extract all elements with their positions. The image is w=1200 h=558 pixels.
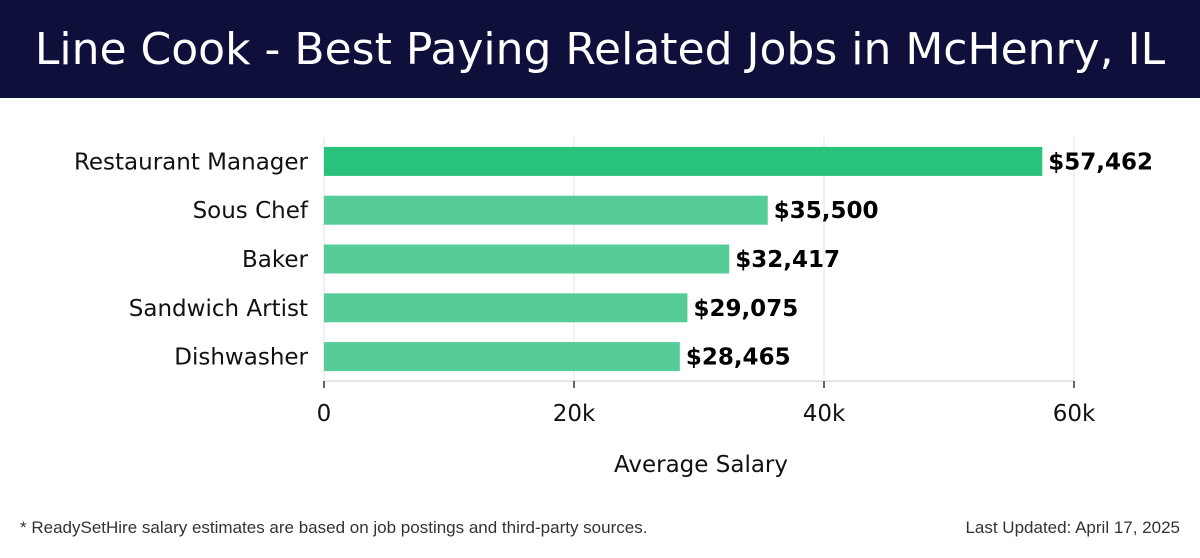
bar bbox=[324, 195, 768, 225]
x-tick-label: 60k bbox=[1053, 401, 1096, 427]
category-label: Sandwich Artist bbox=[129, 296, 308, 322]
last-updated: Last Updated: April 17, 2025 bbox=[965, 518, 1180, 537]
x-tick-label: 40k bbox=[803, 401, 846, 427]
bar bbox=[324, 244, 730, 274]
x-axis-title: Average Salary bbox=[614, 452, 788, 478]
value-label: $57,462 bbox=[1048, 149, 1153, 175]
x-tick-label: 0 bbox=[317, 401, 332, 427]
page-title: Line Cook - Best Paying Related Jobs in … bbox=[34, 23, 1166, 75]
bar bbox=[324, 146, 1043, 176]
category-label: Restaurant Manager bbox=[74, 149, 309, 175]
x-tick-label: 20k bbox=[553, 401, 596, 427]
category-label: Baker bbox=[242, 247, 309, 273]
category-label: Dishwasher bbox=[174, 345, 308, 371]
bar bbox=[324, 293, 688, 323]
footnote: * ReadySetHire salary estimates are base… bbox=[20, 518, 648, 537]
bar bbox=[324, 342, 680, 372]
value-label: $35,500 bbox=[774, 198, 879, 224]
salary-bar-chart: Restaurant Manager $57,462 Sous Chef $35,50… bbox=[74, 137, 1153, 478]
title-banner: Line Cook - Best Paying Related Jobs in … bbox=[0, 0, 1200, 98]
value-label: $29,075 bbox=[693, 296, 798, 322]
value-label: $32,417 bbox=[735, 247, 840, 273]
category-label: Sous Chef bbox=[193, 198, 309, 224]
value-label: $28,465 bbox=[686, 345, 791, 371]
